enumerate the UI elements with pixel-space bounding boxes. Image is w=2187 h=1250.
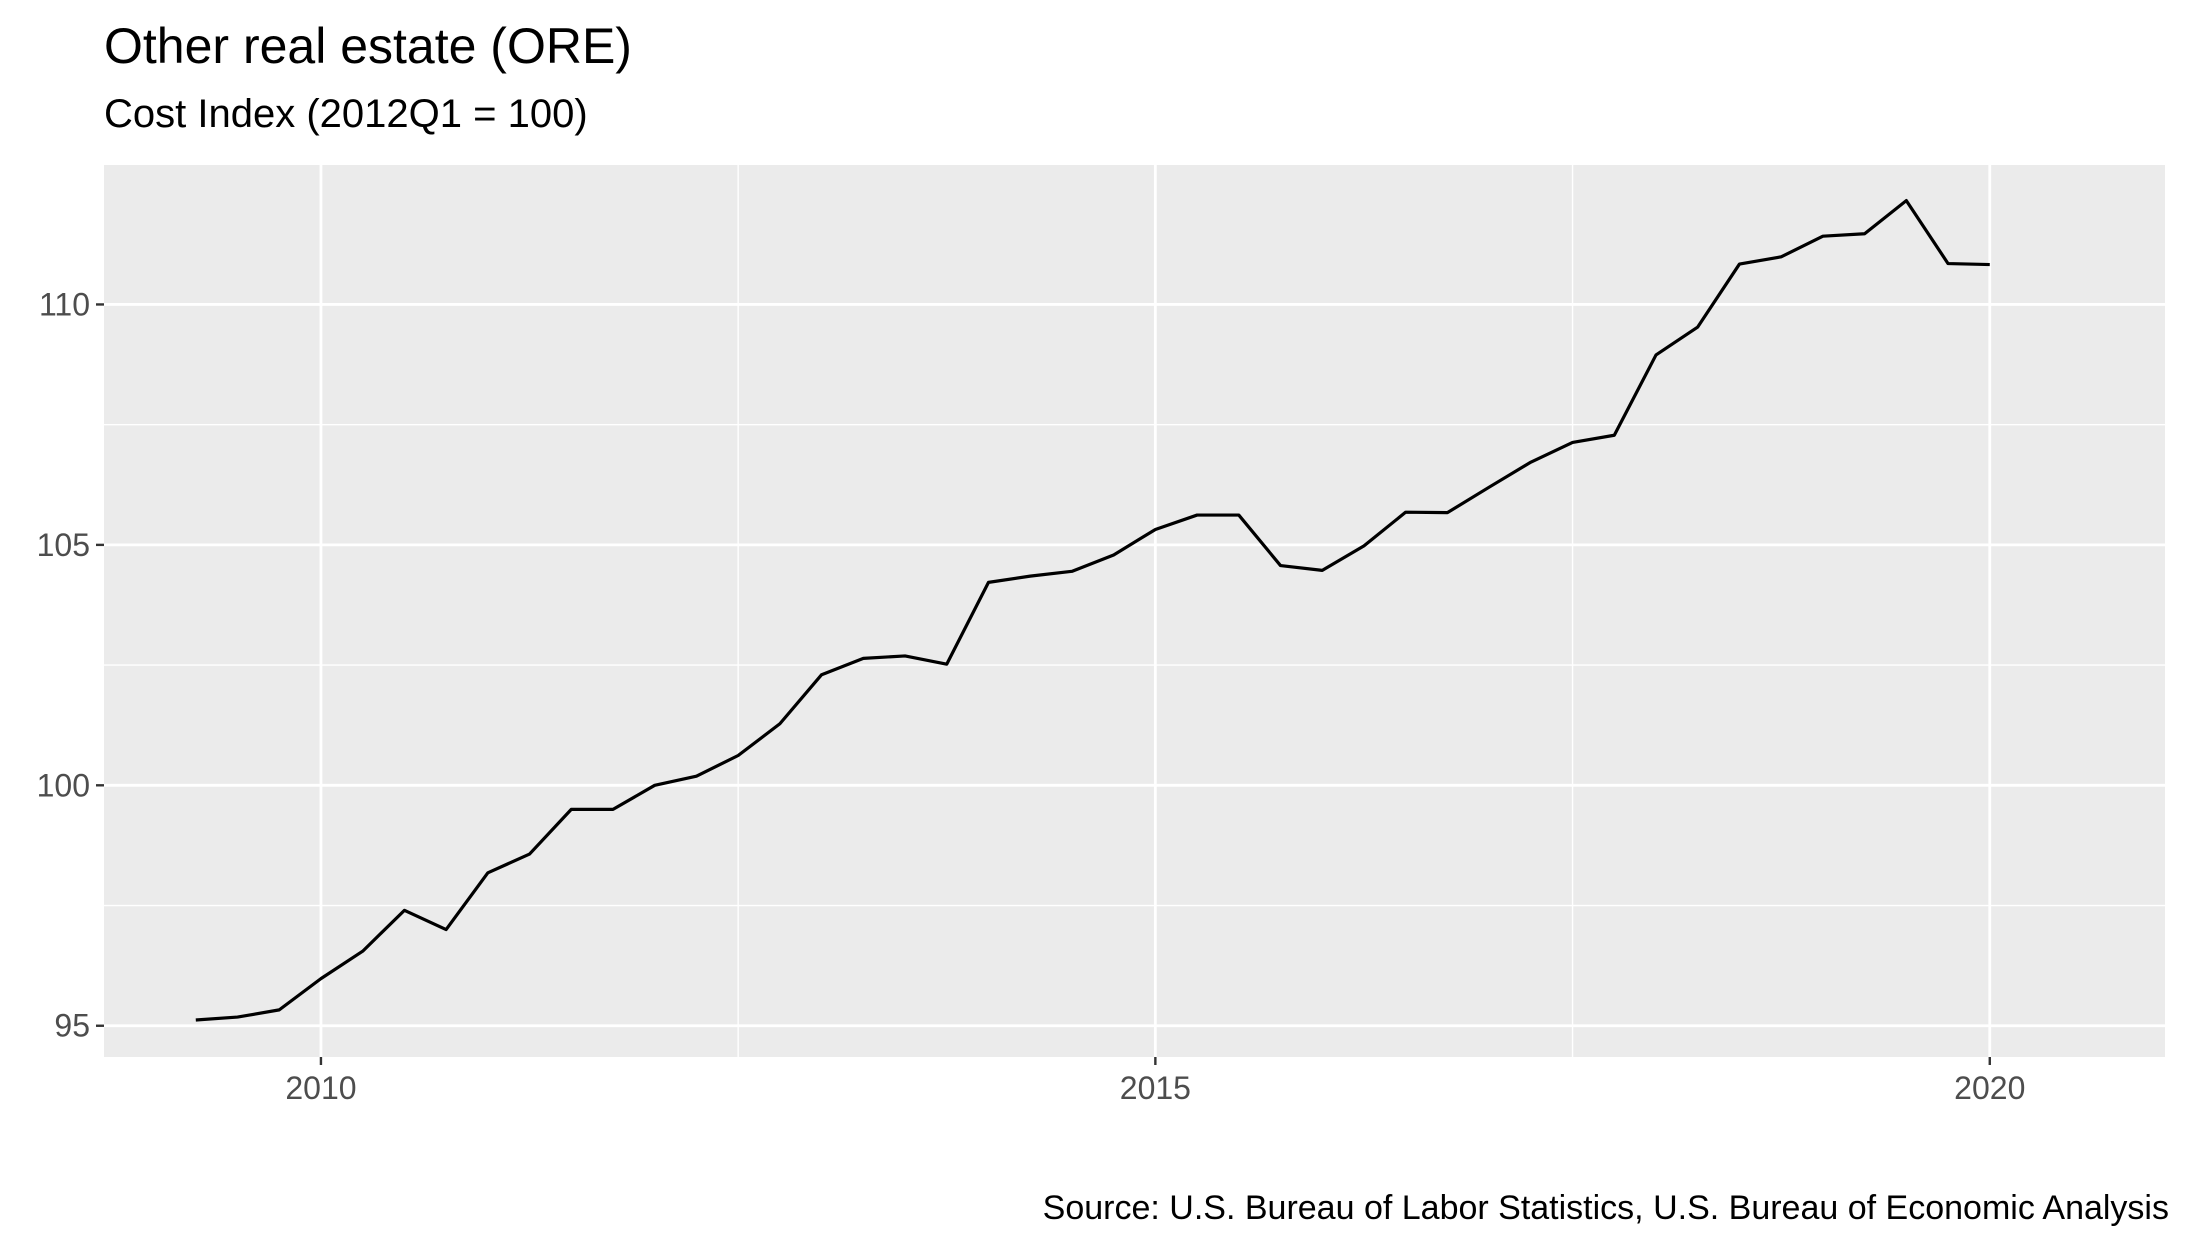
- chart-title: Other real estate (ORE): [104, 18, 632, 74]
- y-tick-label: 105: [37, 527, 90, 563]
- x-tick-label: 2020: [1954, 1070, 2025, 1106]
- y-tick-label: 100: [37, 767, 90, 803]
- y-axis-tick-labels: 95 100 105 110: [37, 286, 90, 1043]
- y-tick-label: 95: [54, 1008, 90, 1044]
- plot-panel: [104, 165, 2165, 1057]
- series-layer: [195, 198, 1990, 1022]
- minor-gridlines: [104, 165, 2165, 1057]
- series-line: [195, 198, 1990, 1022]
- y-tick-label: 110: [39, 286, 90, 322]
- chart-subtitle: Cost Index (2012Q1 = 100): [104, 92, 588, 136]
- major-gridlines: [104, 165, 2165, 1057]
- x-axis-tick-labels: 2010 2015 2020: [285, 1070, 2025, 1106]
- x-tick-label: 2015: [1120, 1070, 1191, 1106]
- axis-ticks: [96, 303, 1991, 1065]
- chart-source-caption: Source: U.S. Bureau of Labor Statistics,…: [1042, 1189, 2169, 1227]
- x-tick-label: 2010: [285, 1070, 356, 1106]
